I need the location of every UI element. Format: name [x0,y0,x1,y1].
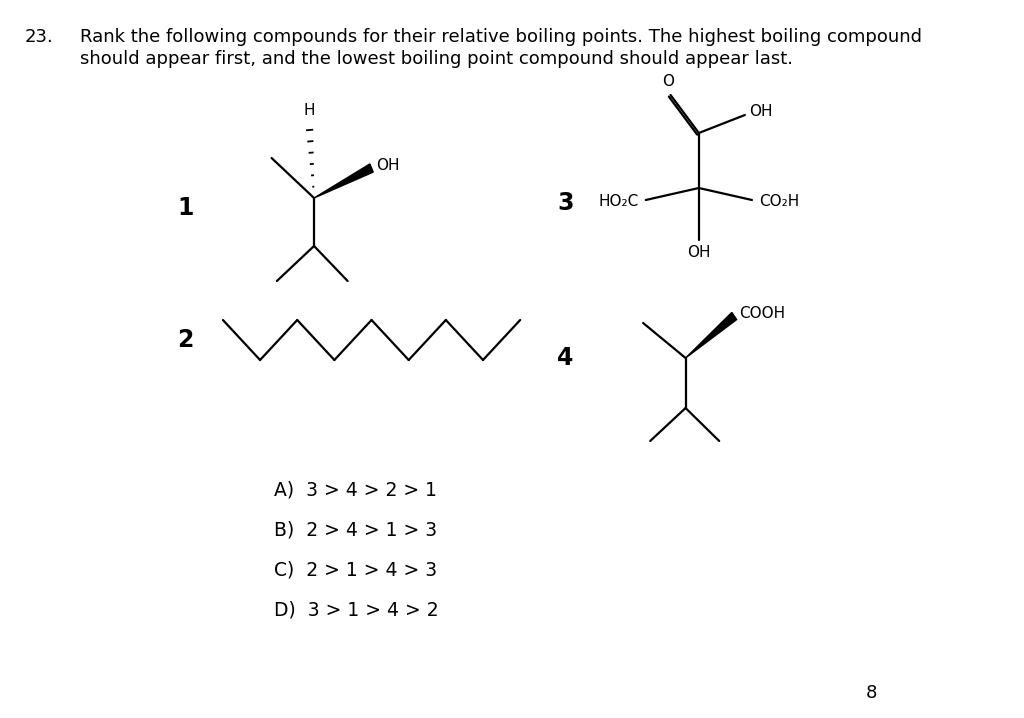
Text: 2: 2 [177,328,194,352]
Text: D)  3 > 1 > 4 > 2: D) 3 > 1 > 4 > 2 [274,600,439,619]
Text: 3: 3 [557,191,573,215]
Text: A)  3 > 4 > 2 > 1: A) 3 > 4 > 2 > 1 [274,480,437,499]
Text: 23.: 23. [25,28,53,46]
Text: B)  2 > 4 > 1 > 3: B) 2 > 4 > 1 > 3 [274,520,437,539]
Text: COOH: COOH [738,305,784,320]
Text: 1: 1 [177,196,194,220]
Text: C)  2 > 1 > 4 > 3: C) 2 > 1 > 4 > 3 [274,560,437,579]
Text: Rank the following compounds for their relative boiling points. The highest boil: Rank the following compounds for their r… [80,28,922,46]
Text: 4: 4 [557,346,573,370]
Text: 8: 8 [866,684,878,702]
Polygon shape [314,164,373,198]
Text: HO₂C: HO₂C [598,195,639,210]
Text: OH: OH [750,103,773,118]
Text: CO₂H: CO₂H [759,195,800,210]
Text: should appear first, and the lowest boiling point compound should appear last.: should appear first, and the lowest boil… [80,50,793,68]
Text: OH: OH [687,245,711,260]
Text: O: O [662,74,674,89]
Polygon shape [686,312,736,358]
Text: OH: OH [376,159,399,174]
Text: H: H [304,103,315,118]
